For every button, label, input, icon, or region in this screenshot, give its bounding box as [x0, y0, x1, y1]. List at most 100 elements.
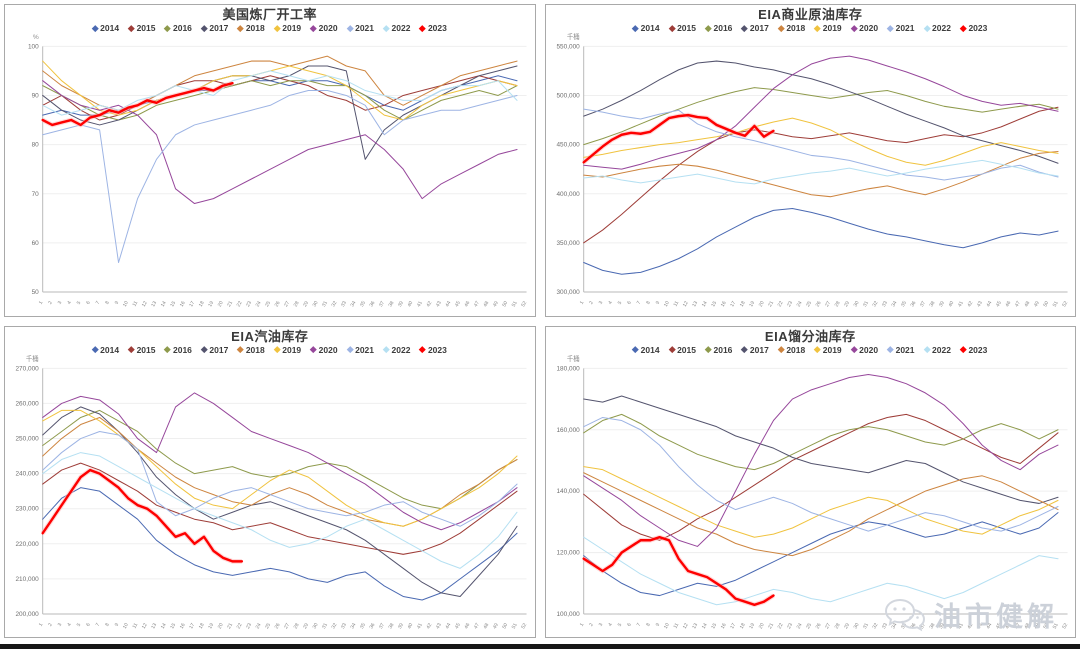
y-tick-label: 50 [32, 289, 40, 296]
x-tick-label: 10 [122, 622, 130, 630]
legend-marker-icon [960, 24, 967, 32]
legend-marker-icon [164, 346, 171, 353]
legend-year-label: 2018 [245, 344, 265, 355]
x-tick-label: 52 [1061, 622, 1069, 630]
legend-year-label: 2017 [209, 344, 229, 355]
x-tick-label: 48 [1023, 622, 1031, 630]
legend-year-label: 2017 [749, 23, 769, 33]
x-tick-label: 6 [626, 300, 633, 306]
x-tick-label: 39 [938, 300, 946, 308]
y-tick-label: 70 [32, 191, 40, 198]
x-tick-label: 32 [871, 622, 879, 630]
series-line-2020 [42, 391, 518, 530]
x-tick-label: 41 [416, 622, 424, 630]
x-tick-label: 12 [141, 622, 149, 630]
x-tick-label: 38 [388, 300, 396, 308]
x-tick-label: 16 [179, 300, 187, 308]
x-tick-label: 49 [1032, 622, 1040, 630]
legend-marker-icon [705, 24, 712, 32]
legend-year-label: 2014 [100, 344, 120, 355]
x-tick-label: 26 [814, 300, 822, 308]
x-tick-label: 19 [748, 300, 756, 308]
x-tick-label: 6 [85, 622, 92, 628]
legend-year-label: 2021 [895, 23, 915, 33]
x-tick-label: 36 [369, 300, 377, 308]
x-tick-label: 36 [909, 300, 917, 308]
series-line-2022 [42, 451, 518, 569]
legend-year-label: 2021 [355, 23, 375, 33]
x-tick-label: 30 [312, 622, 320, 630]
legend: 2014 2015 2016 2017 2018 2019 2020 2021 2022 2023 [546, 345, 1076, 355]
legend-item-2019: 2019 [814, 344, 842, 355]
x-tick-label: 17 [188, 300, 196, 308]
series-glow-2023 [581, 534, 775, 607]
x-tick-label: 35 [900, 300, 908, 308]
x-tick-label: 1 [38, 300, 45, 306]
y-tick-label: 300,000 [556, 289, 580, 296]
x-tick-label: 42 [426, 622, 434, 630]
legend-item-2020: 2020 [850, 23, 878, 33]
line-chart: 300,000 350,000 400,000 450,000 500,000 550,0… [556, 32, 1069, 308]
x-tick-label: 22 [236, 300, 244, 308]
y-tick-label: 120,000 [556, 549, 580, 556]
series-line-2014 [42, 486, 518, 600]
legend-year-label: 2018 [786, 344, 806, 355]
x-tick-label: 31 [321, 300, 329, 308]
legend-marker-icon [814, 346, 821, 353]
legend-year-label: 2017 [749, 344, 769, 355]
x-tick-label: 20 [757, 622, 765, 630]
x-tick-label: 51 [1051, 300, 1059, 308]
legend-item-2015: 2015 [668, 345, 696, 355]
legend-item-2014: 2014 [91, 23, 119, 33]
legend-marker-icon [632, 346, 639, 353]
x-tick-label: 2 [47, 622, 54, 628]
x-tick-label: 24 [255, 622, 263, 630]
x-tick-label: 42 [966, 622, 974, 630]
legend-year-label: 2022 [391, 23, 411, 33]
y-tick-label: 400,000 [556, 191, 580, 198]
x-tick-label: 47 [1013, 300, 1021, 308]
x-tick-label: 21 [767, 300, 775, 308]
x-tick-label: 44 [444, 622, 452, 630]
legend-marker-icon [200, 346, 208, 353]
x-tick-label: 16 [719, 300, 727, 308]
legend-item-2022: 2022 [923, 345, 951, 355]
x-tick-label: 11 [672, 622, 680, 630]
y-tick-label: 140,000 [556, 488, 580, 495]
series-line-2018 [582, 471, 1059, 556]
series-line-2020 [582, 55, 1059, 170]
legend-item-2018: 2018 [777, 23, 805, 33]
x-tick-label: 29 [843, 300, 851, 308]
x-tick-label: 43 [976, 622, 984, 630]
series-line-2017 [582, 60, 1059, 164]
x-tick-label: 27 [283, 622, 291, 630]
legend-year-label: 2023 [968, 23, 988, 33]
x-tick-label: 8 [645, 622, 652, 628]
x-tick-label: 6 [85, 300, 92, 306]
legend-item-2018: 2018 [237, 23, 265, 33]
x-tick-label: 30 [852, 622, 860, 630]
x-tick-label: 14 [700, 622, 708, 630]
y-tick-label: 100 [28, 43, 39, 50]
x-tick-label: 52 [520, 300, 528, 308]
legend-year-label: 2019 [822, 344, 842, 355]
legend-marker-icon [91, 24, 99, 32]
legend-item-2017: 2017 [741, 344, 769, 355]
legend-year-label: 2019 [282, 23, 302, 33]
series-line-2021 [42, 430, 518, 527]
x-tick-label: 20 [217, 622, 225, 630]
series-line-2021 [582, 416, 1059, 532]
x-tick-label: 51 [511, 622, 519, 630]
x-tick-label: 23 [786, 300, 794, 308]
x-tick-label: 51 [511, 300, 519, 308]
y-axis-unit-label: 千桶 [566, 354, 579, 363]
x-tick-label: 41 [957, 622, 965, 630]
x-tick-label: 22 [776, 622, 784, 630]
x-tick-label: 29 [302, 622, 310, 630]
legend-item-2019: 2019 [273, 23, 302, 33]
legend-year-label: 2022 [391, 344, 411, 355]
series-line-2014 [582, 207, 1059, 275]
y-tick-label: 100,000 [556, 610, 580, 617]
legend-item-2020: 2020 [850, 345, 878, 355]
legend-item-2017: 2017 [200, 23, 228, 33]
